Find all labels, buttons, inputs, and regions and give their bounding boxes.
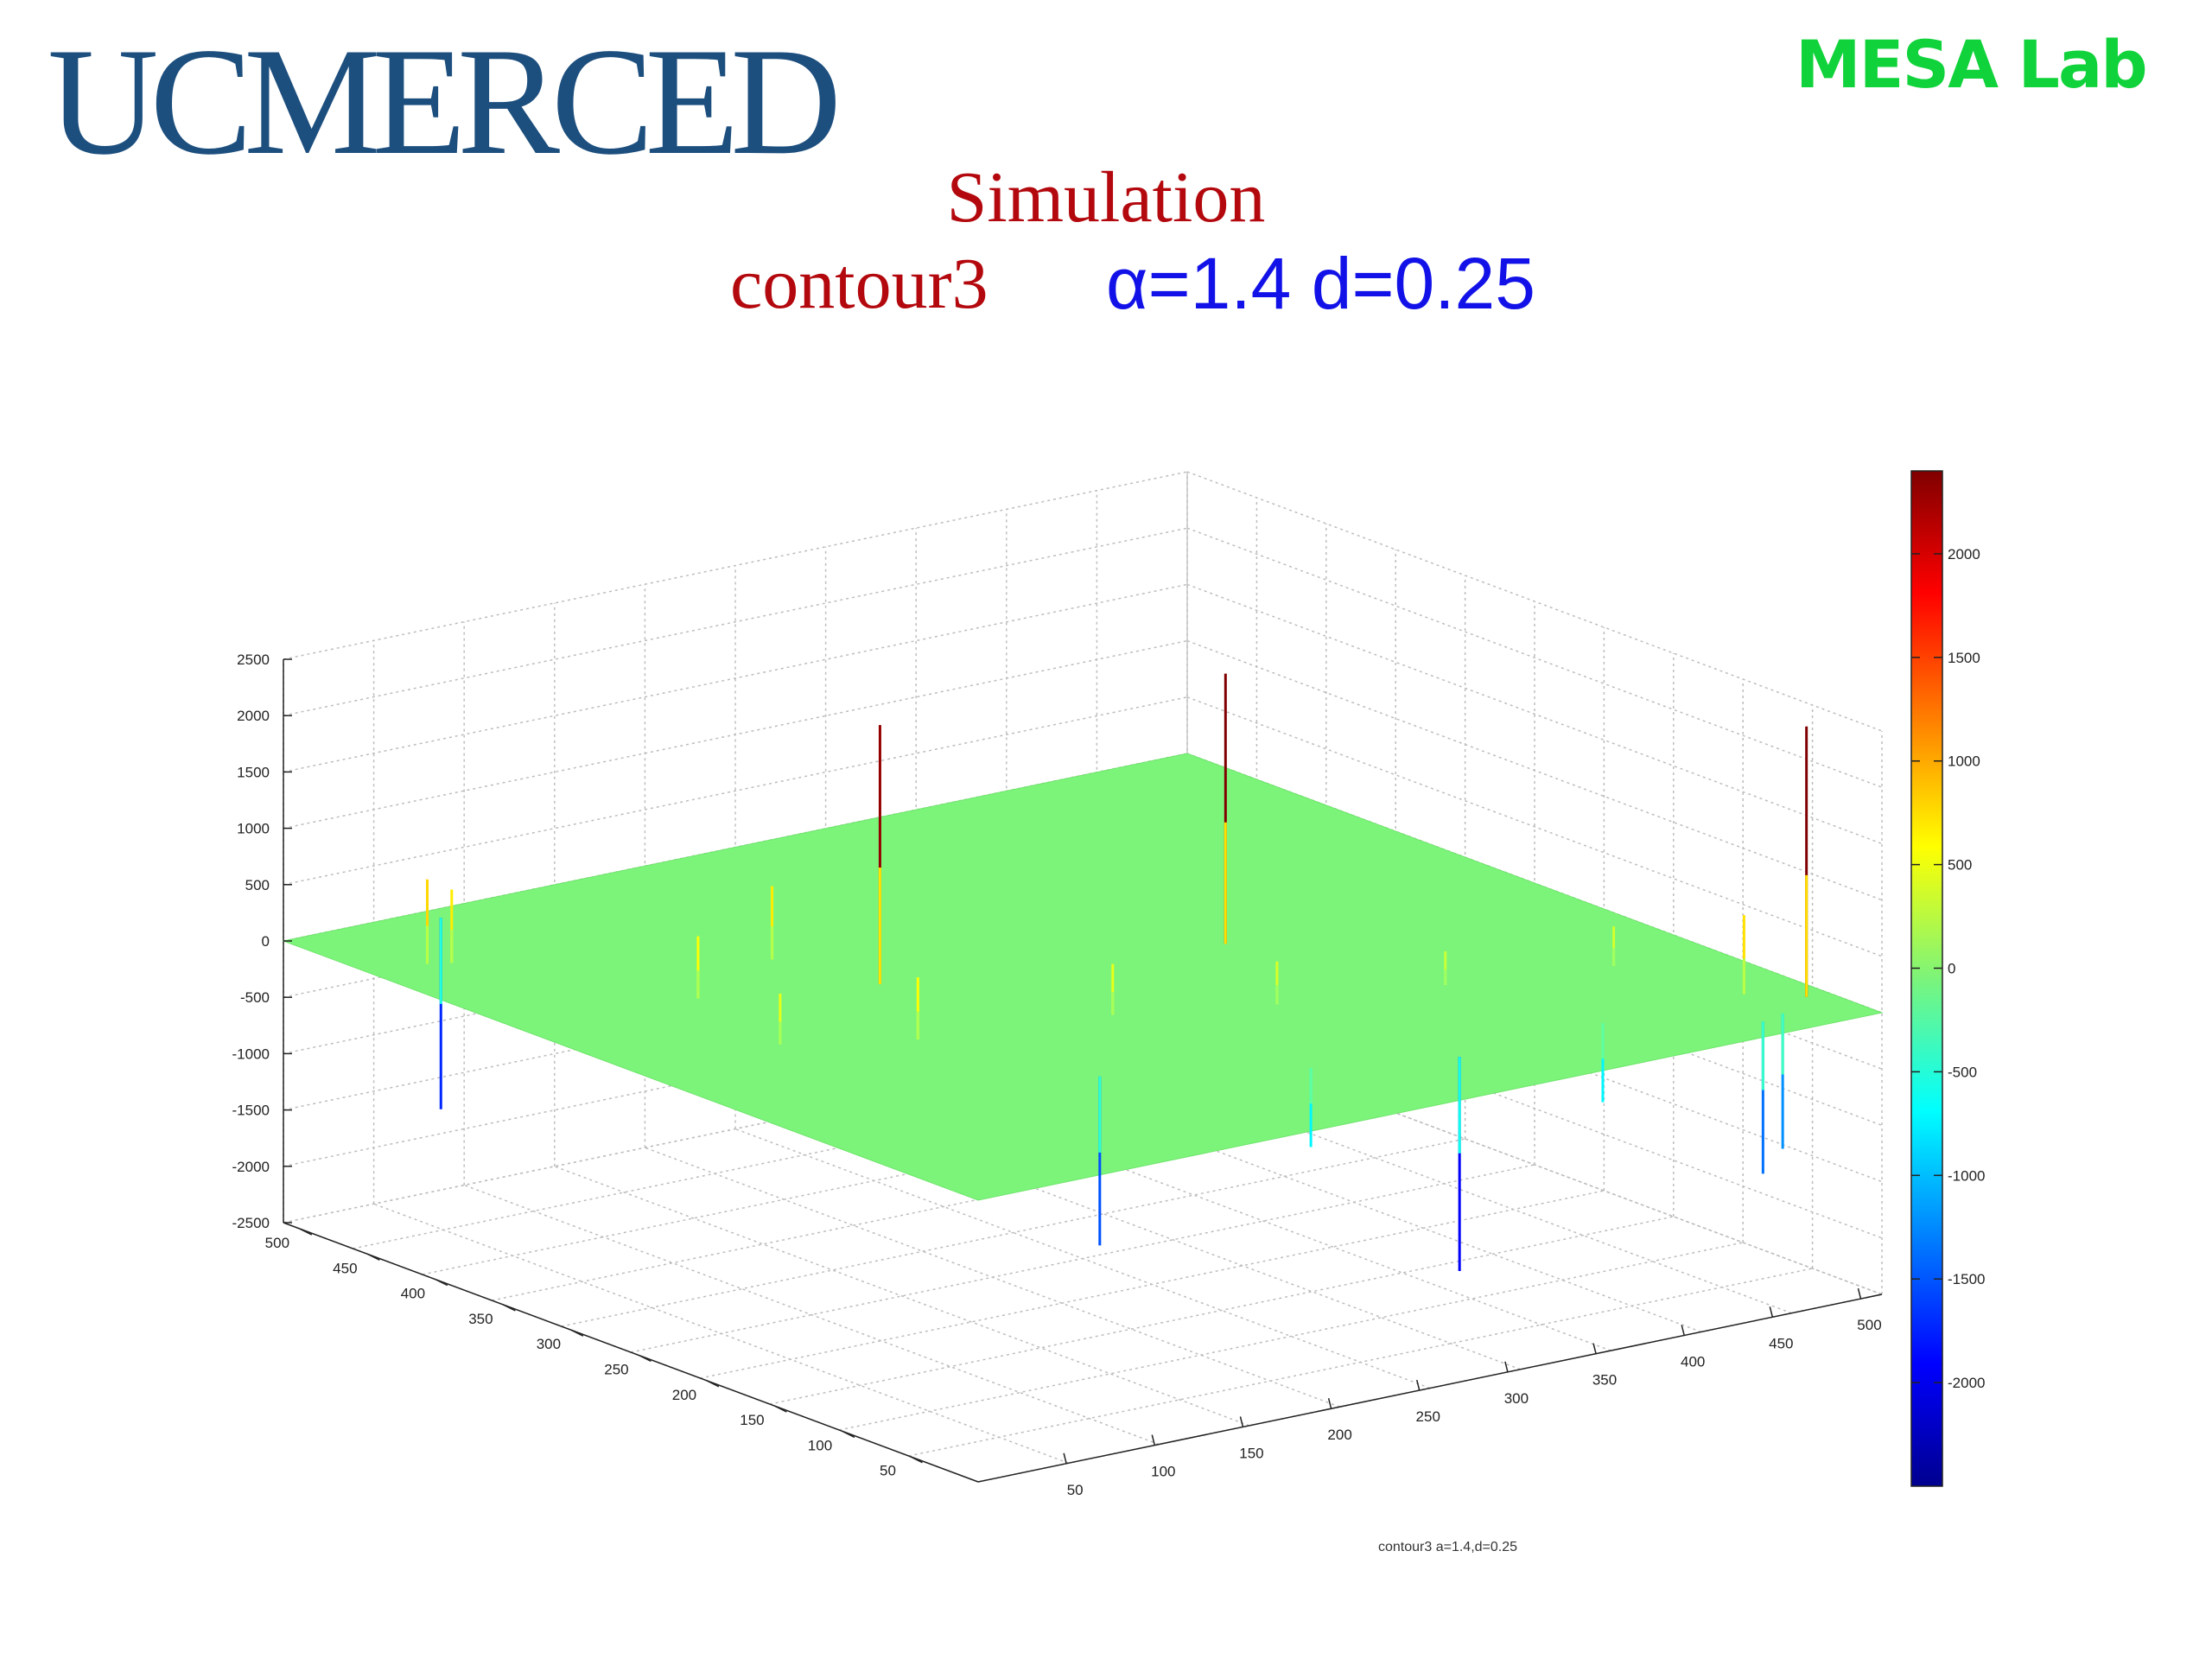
axis-ticks: -2500 -2000 -1500 -1000 -500 0 500 1000 1500 2000… — [232, 652, 1882, 1498]
colorbar-tick-label: 500 — [1948, 857, 1972, 874]
z-tick-label: -2500 — [232, 1215, 270, 1231]
colorbar-tick-label: 1500 — [1948, 650, 1980, 666]
chart-caption: contour3 a=1.4,d=0.25 — [1378, 1540, 1518, 1554]
x-tick-label: 100 — [1151, 1464, 1175, 1480]
slide-subtitle: contour3 — [730, 244, 988, 324]
colorbar-tick-label: -1500 — [1948, 1271, 1985, 1287]
x-tick-label: 200 — [1327, 1427, 1351, 1443]
y-tick-label: 400 — [401, 1286, 425, 1302]
x-tick-label: 450 — [1769, 1335, 1793, 1351]
surface-layer — [282, 753, 1884, 1201]
z-tick-label: 0 — [262, 933, 270, 950]
z-tick-label: 1000 — [237, 821, 270, 837]
x-tick-label: 250 — [1416, 1408, 1440, 1425]
parameter-label: α=1.4 d=0.25 — [1106, 243, 1535, 324]
university-logo: UCMERCED — [48, 16, 842, 187]
y-tick-label: 300 — [537, 1336, 561, 1352]
y-tick-label: 500 — [265, 1235, 289, 1251]
y-tick-label: 100 — [808, 1437, 832, 1453]
y-tick-label: 50 — [880, 1463, 896, 1479]
x-tick-label: 150 — [1239, 1445, 1263, 1461]
x-tick-label: 350 — [1592, 1372, 1617, 1389]
x-tick-label: 500 — [1857, 1317, 1881, 1333]
z-tick-label: 1500 — [237, 764, 270, 780]
colorbar-tick-label: -2000 — [1948, 1375, 1985, 1391]
y-tick-label: 150 — [740, 1412, 764, 1428]
y-tick-label: 200 — [672, 1387, 696, 1403]
lab-name: MESA Lab — [1796, 26, 2148, 103]
z-tick-label: 2000 — [237, 708, 270, 724]
colorbar-tick-label: 2000 — [1948, 546, 1980, 563]
surface-plane — [282, 753, 1884, 1201]
colorbar-tick-label: 0 — [1948, 961, 1955, 977]
z-tick-label: 500 — [245, 877, 270, 893]
z-tick-label: -1000 — [232, 1046, 270, 1062]
z-tick-label: 2500 — [237, 652, 270, 668]
slide-title: Simulation — [946, 157, 1266, 238]
y-tick-label: 350 — [468, 1311, 493, 1327]
colorbar-tick-label: -1000 — [1948, 1167, 1985, 1184]
spike-layer — [426, 673, 1808, 1272]
x-tick-label: 50 — [1067, 1482, 1084, 1498]
colorbar — [1910, 470, 1943, 1487]
y-tick-label: 250 — [604, 1362, 628, 1378]
z-tick-label: -1500 — [232, 1103, 270, 1119]
z-tick-label: -500 — [240, 989, 270, 1006]
colorbar-tick-label: -500 — [1948, 1064, 1977, 1080]
z-tick-label: -2000 — [232, 1159, 270, 1175]
colorbar-tick-label: 1000 — [1948, 753, 1980, 770]
x-tick-label: 300 — [1504, 1390, 1529, 1407]
x-tick-label: 400 — [1681, 1353, 1705, 1370]
colorbar-ticks: -2000 -1500 -1000 -500 0 500 1000 1500 2000 — [1911, 546, 1985, 1391]
y-tick-label: 450 — [333, 1260, 357, 1276]
